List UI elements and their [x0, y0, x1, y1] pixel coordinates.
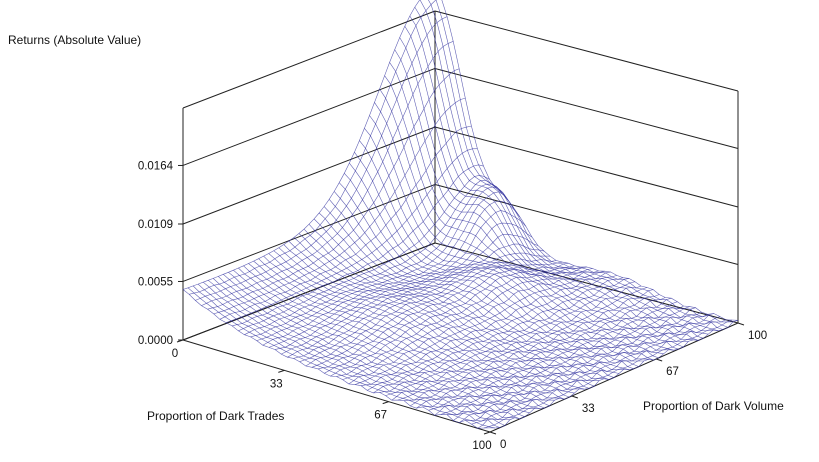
y-tick-label: 0	[500, 439, 506, 451]
y-tick-mark	[489, 431, 497, 435]
surface-line	[465, 313, 714, 421]
wall-line	[434, 126, 739, 208]
surface-line	[434, 305, 684, 416]
surface-line	[287, 233, 539, 358]
surface-line	[385, 281, 636, 396]
surface-line	[305, 258, 557, 367]
surface-line	[232, 164, 484, 327]
back-walls	[182, 10, 739, 433]
surface-line	[313, 218, 620, 374]
y-tick-mark	[571, 395, 578, 399]
surface-line	[354, 270, 605, 385]
x-axis-label: Proportion of Dark Trades	[147, 409, 284, 423]
surface-line	[422, 297, 672, 408]
wall-line	[434, 183, 739, 265]
x-tick-label: 67	[374, 410, 387, 422]
surface-line	[414, 6, 719, 332]
surface-mesh	[182, 0, 739, 429]
surface-line	[359, 140, 664, 355]
x-tick-mark	[278, 369, 285, 373]
wall-line	[182, 126, 436, 225]
surface-line	[361, 271, 611, 386]
y-tick-mark	[656, 358, 663, 362]
x-tick-label: 100	[472, 440, 491, 452]
wall-line	[434, 10, 739, 92]
surface-line	[268, 200, 521, 348]
surface-line	[416, 297, 666, 409]
surface-line	[244, 179, 496, 335]
y-tick-label: 33	[582, 403, 595, 415]
z-tick-label: 0.0164	[138, 160, 174, 172]
surface-line	[428, 301, 678, 411]
surface-line	[311, 261, 563, 368]
surface-line	[299, 252, 551, 362]
surface-line	[336, 266, 587, 377]
surface-line	[275, 210, 527, 350]
wall-line	[182, 339, 491, 433]
surface-line	[189, 0, 437, 295]
surface-line	[373, 277, 623, 394]
x-tick-label: 33	[270, 378, 283, 390]
x-tick-mark	[483, 431, 491, 435]
surface-line	[213, 97, 466, 315]
y-tick-mark	[737, 322, 745, 326]
surface-line	[207, 68, 460, 310]
z-tick-label: 0.0055	[138, 276, 173, 288]
surface-line	[367, 275, 617, 391]
wall-line	[434, 67, 739, 149]
surface-line	[342, 268, 593, 380]
surface-line	[440, 306, 690, 415]
y-tick-label: 100	[748, 330, 767, 342]
surface-line	[446, 307, 696, 416]
surface-line	[348, 270, 599, 385]
surface-line	[256, 186, 508, 341]
surface-line	[324, 265, 575, 374]
wall-line	[182, 68, 436, 166]
x-tick-mark	[176, 339, 184, 343]
surface-line	[238, 174, 490, 332]
surface-line	[397, 287, 648, 401]
surface-line	[453, 311, 702, 421]
surface-line	[281, 222, 533, 355]
wall-line	[182, 242, 436, 341]
x-tick-label: 0	[172, 348, 178, 360]
surface-line	[379, 278, 629, 393]
surface-line	[219, 125, 472, 320]
surface-line	[182, 0, 420, 290]
surface-line	[293, 243, 545, 359]
surface-line	[262, 191, 515, 346]
wall-line	[182, 10, 436, 109]
surface-line	[195, 16, 448, 301]
wall-line	[434, 242, 739, 324]
surface-line	[477, 319, 727, 429]
surface-line	[403, 289, 654, 401]
surface-line	[250, 183, 502, 338]
surface-line	[391, 285, 642, 401]
surface-line	[459, 314, 708, 423]
surface-line	[471, 316, 720, 425]
y-axis-label: Proportion of Dark Volume	[643, 399, 784, 413]
surface-line	[483, 319, 733, 429]
surface-line	[489, 320, 739, 429]
y-tick-label: 67	[666, 366, 679, 378]
surface-line	[384, 75, 689, 342]
surface-line	[410, 294, 660, 407]
surface-line	[223, 274, 530, 414]
surface-line	[409, 15, 714, 332]
z-tick-label: 0.0109	[138, 219, 173, 231]
surface-line	[374, 102, 679, 350]
surface-line	[330, 266, 581, 377]
z-tick-label: 0.0000	[138, 335, 173, 347]
surface-line	[428, 0, 729, 328]
surface-line	[225, 148, 478, 323]
surface-line	[201, 41, 454, 306]
wall-line	[182, 184, 436, 282]
x-tick-mark	[382, 401, 389, 405]
z-axis-label: Returns (Absolute Value)	[8, 33, 141, 47]
surface-line	[318, 262, 569, 370]
axis-ticks: 0.0000 0.0055 0.0109 0.0164 0 33 67 100 0 33 67 100	[138, 160, 767, 452]
